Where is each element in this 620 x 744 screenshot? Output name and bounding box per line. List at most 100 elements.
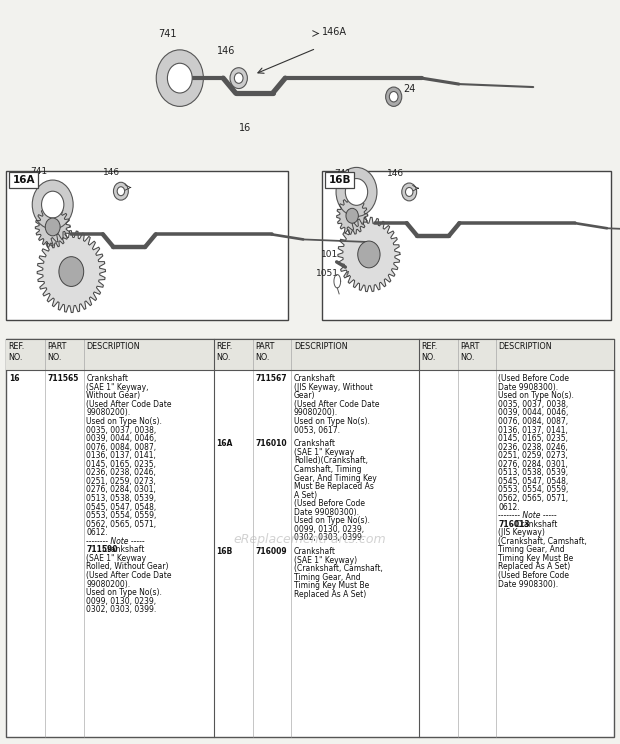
Text: 0251, 0259, 0273,: 0251, 0259, 0273, [86,477,156,486]
Text: Date 9908300).: Date 9908300). [498,580,559,589]
Circle shape [45,218,60,236]
Text: 0035, 0037, 0038,: 0035, 0037, 0038, [498,400,569,409]
Text: (SAE 1" Keyway): (SAE 1" Keyway) [294,556,357,565]
Text: DESCRIPTION: DESCRIPTION [294,342,347,351]
Text: 0612.: 0612. [498,503,520,512]
Text: Camshaft, Timing: Camshaft, Timing [294,465,361,474]
Text: (Used Before Code: (Used Before Code [498,374,570,383]
Text: (Used Before Code: (Used Before Code [498,571,570,580]
Text: 16A: 16A [12,175,35,185]
Text: -------- Note -----: -------- Note ----- [86,537,145,546]
Text: 0136, 0137, 0141,: 0136, 0137, 0141, [498,426,569,434]
Text: Used on Type No(s).: Used on Type No(s). [86,417,162,426]
Text: 0236, 0238, 0246,: 0236, 0238, 0246, [86,469,156,478]
Text: 99080200).: 99080200). [86,408,130,417]
Text: 716013: 716013 [498,520,530,529]
Text: (SAE 1" Keyway,: (SAE 1" Keyway, [86,382,149,392]
Text: 146: 146 [217,46,236,56]
Text: Gear, And Timing Key: Gear, And Timing Key [294,474,376,483]
Polygon shape [35,206,70,248]
Text: 0553, 0554, 0559,: 0553, 0554, 0559, [498,486,569,495]
Text: A Set): A Set) [294,491,317,500]
Text: 16: 16 [239,123,251,132]
Text: 24: 24 [403,84,415,94]
Text: 0035, 0037, 0038,: 0035, 0037, 0038, [86,426,156,434]
Text: 0545, 0547, 0548,: 0545, 0547, 0548, [498,477,569,486]
Text: 0612.: 0612. [86,528,108,537]
Circle shape [42,191,64,218]
Text: DESCRIPTION: DESCRIPTION [498,342,552,351]
Text: eReplacementParts.com: eReplacementParts.com [234,533,386,546]
Circle shape [386,87,402,106]
Text: (Crankshaft, Camshaft,: (Crankshaft, Camshaft, [498,537,587,546]
Text: 0076, 0084, 0087,: 0076, 0084, 0087, [86,443,156,452]
Text: Crankshaft: Crankshaft [100,545,144,554]
Text: 16B: 16B [216,548,232,557]
Text: Crankshaft: Crankshaft [513,520,557,529]
Circle shape [230,68,247,89]
Polygon shape [338,217,400,292]
Text: Rolled)(Crankshaft,: Rolled)(Crankshaft, [294,457,368,466]
Text: 741: 741 [334,169,352,178]
Text: Must Be Replaced As: Must Be Replaced As [294,482,374,491]
Circle shape [345,179,368,205]
Text: 146: 146 [387,169,404,178]
Text: (JIS Keyway): (JIS Keyway) [498,528,546,537]
Text: 716009: 716009 [255,548,287,557]
Text: 0562, 0565, 0571,: 0562, 0565, 0571, [86,520,156,529]
Text: 146A: 146A [322,28,347,37]
Text: Crankshaft: Crankshaft [86,374,128,383]
Text: Crankshaft: Crankshaft [294,439,336,449]
Text: 16A: 16A [216,439,232,449]
Text: REF.
NO.: REF. NO. [216,342,232,362]
Text: 711590: 711590 [86,545,118,554]
Text: Rolled, Without Gear): Rolled, Without Gear) [86,562,169,571]
Circle shape [336,167,377,217]
Text: 0302, 0303, 0399.: 0302, 0303, 0399. [294,533,364,542]
Text: DESCRIPTION: DESCRIPTION [86,342,140,351]
Text: Timing Key Must Be: Timing Key Must Be [294,582,369,591]
Bar [6,339,614,737]
Text: 16B: 16B [329,175,351,185]
Text: Without Gear): Without Gear) [86,391,140,400]
Text: 0136, 0137, 0141,: 0136, 0137, 0141, [86,451,156,461]
Text: (Crankshaft, Camshaft,: (Crankshaft, Camshaft, [294,565,383,574]
Text: 0099, 0130, 0239,: 0099, 0130, 0239, [86,597,156,606]
Text: 0545, 0547, 0548,: 0545, 0547, 0548, [86,503,156,512]
Text: Date 9908300).: Date 9908300). [498,382,559,392]
Text: Used on Type No(s).: Used on Type No(s). [294,417,370,426]
Text: 0076, 0084, 0087,: 0076, 0084, 0087, [498,417,569,426]
Text: Replaced As A Set): Replaced As A Set) [498,562,571,571]
Text: 0513, 0538, 0539,: 0513, 0538, 0539, [498,469,569,478]
Circle shape [389,92,398,102]
Bar [6,171,288,320]
Text: 0276, 0284, 0301,: 0276, 0284, 0301, [86,486,156,495]
Circle shape [32,180,73,229]
Text: (Used After Code Date: (Used After Code Date [86,400,172,409]
Text: PART
NO.: PART NO. [48,342,67,362]
Text: (SAE 1" Keyway: (SAE 1" Keyway [294,448,354,457]
Text: 0099, 0130, 0239,: 0099, 0130, 0239, [294,525,364,534]
Text: Used on Type No(s).: Used on Type No(s). [498,391,574,400]
Text: Timing Gear, And: Timing Gear, And [498,545,565,554]
Text: 711565: 711565 [48,374,79,383]
Text: (SAE 1" Keyway: (SAE 1" Keyway [86,554,146,563]
Circle shape [405,187,413,196]
Text: Timing Key Must Be: Timing Key Must Be [498,554,574,563]
Text: 146: 146 [103,168,120,177]
Text: 0513, 0538, 0539,: 0513, 0538, 0539, [86,494,156,503]
Text: 101: 101 [321,250,339,259]
Text: Used on Type No(s).: Used on Type No(s). [294,516,370,525]
Text: 741: 741 [30,167,47,176]
Text: Replaced As A Set): Replaced As A Set) [294,590,366,599]
Polygon shape [337,197,368,234]
Text: 99080200).: 99080200). [86,580,130,589]
Circle shape [117,187,125,196]
Text: 0251, 0259, 0273,: 0251, 0259, 0273, [498,451,569,461]
Text: ℓ: ℓ [345,270,348,279]
Circle shape [59,257,84,286]
Text: 0302, 0303, 0399.: 0302, 0303, 0399. [86,606,156,615]
Text: 0039, 0044, 0046,: 0039, 0044, 0046, [86,434,157,443]
Text: REF.
NO.: REF. NO. [9,342,25,362]
Text: 0145, 0165, 0235,: 0145, 0165, 0235, [498,434,569,443]
